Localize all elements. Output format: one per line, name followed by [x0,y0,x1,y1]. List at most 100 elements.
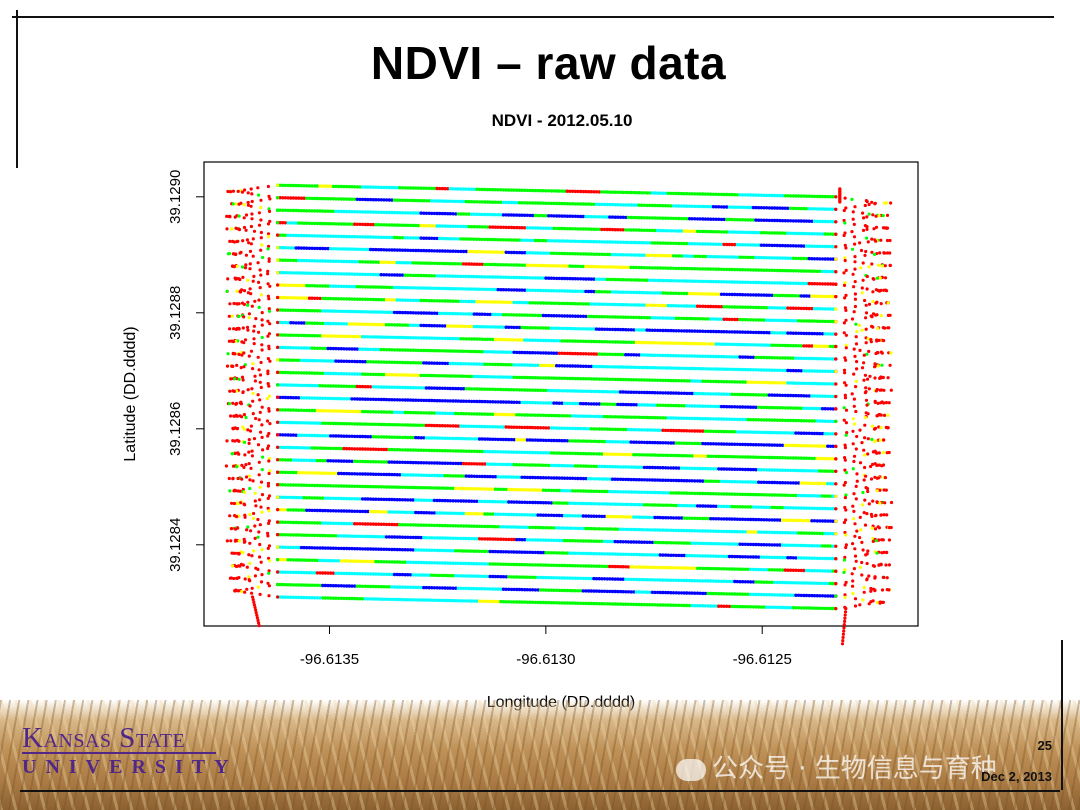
ndvi-point [762,193,766,197]
ndvi-point [353,197,357,201]
ndvi-point [544,239,548,243]
ndvi-point [618,203,623,207]
ndvi-point [315,184,320,188]
ndvi-point [294,233,298,238]
ndvi-point [480,200,484,204]
ndvi-point [687,204,692,208]
ndvi-point [568,239,572,243]
ndvi-point [501,225,506,229]
ndvi-point [709,229,713,234]
ndvi-point [804,219,809,223]
ndvi-point [459,212,463,216]
ndvi-point [786,231,790,235]
ndvi-point [698,229,702,234]
ndvi-point [600,202,604,207]
ndvi-point [353,222,357,226]
ndvi-point [517,213,522,217]
ndvi-point [350,235,354,239]
ndvi-point [504,200,508,205]
ndvi-point [820,232,825,236]
ndvi-point [461,212,466,216]
ndvi-point [376,235,381,239]
ndvi-point [815,232,819,236]
ndvi-point [350,222,354,226]
ndvi-point [693,229,697,233]
ndvi-point [281,233,285,237]
ndvi-point [645,203,649,208]
ndvi-point [379,198,383,202]
ndvi-point [714,192,718,196]
ndvi-point [831,207,835,211]
ndvi-point [517,201,522,205]
ndvi-point [443,199,447,203]
ndvi-point [706,217,710,221]
ndvi-point [549,189,554,193]
ndvi-point [621,215,625,219]
ndvi-point [297,196,301,200]
ndvi-point [387,210,391,215]
ndvi-point [469,212,474,216]
ndvi-point [499,200,503,204]
ndvi-point [610,227,615,232]
ndvi-point [645,216,649,220]
ndvi-point [435,211,439,216]
ndvi-point [416,211,421,215]
ndvi-point [427,236,431,240]
ndvi-point [358,222,362,226]
ndvi-point [350,197,354,201]
ndvi-point [810,207,814,211]
ndvi-point [584,239,588,244]
ndvi-point [687,192,692,196]
ndvi-point [719,217,724,222]
ndvi-point [650,216,655,220]
ndvi-point [818,219,822,224]
ndvi-point [440,199,445,203]
top-rule [12,16,1054,18]
ndvi-point [828,195,833,199]
ndvi-point [828,219,833,224]
ndvi-point [374,235,378,239]
ndvi-point [597,202,601,207]
ndvi-point [456,212,460,216]
ndvi-point [565,189,569,193]
ndvi-point [671,204,676,208]
ndvi-point [812,219,817,223]
ndvi-point [480,225,484,229]
ndvi-point [491,225,495,229]
ndvi-point [347,234,351,239]
ndvi-point [469,237,474,241]
ndvi-point [549,226,554,230]
ndvi-point [329,209,333,213]
ndvi-point [706,229,710,234]
ndvi-point [719,230,724,234]
ndvi-point [568,202,572,206]
ndvi-point [738,230,742,234]
ndvi-point [810,194,814,198]
ndvi-point [592,202,596,206]
ndvi-point [565,227,569,231]
ndvi-point [759,231,764,235]
ndvi-point [730,205,734,209]
ndvi-point [618,215,623,219]
ndvi-point [371,198,375,202]
ndvi-point [368,235,373,239]
ndvi-point [499,238,503,242]
ndvi-point [757,230,761,235]
ndvi-point [778,193,782,198]
ndvi-point [454,187,458,191]
ndvi-point [757,193,761,197]
ndvi-point [695,229,700,234]
ndvi-point [557,239,561,243]
ndvi-point [488,237,492,242]
ndvi-point [610,215,615,219]
ndvi-point [499,213,503,217]
ndvi-point [302,234,306,238]
ndvi-point [584,202,588,206]
ndvi-point [645,228,649,232]
ndvi-point [621,228,625,232]
ndvi-point [560,201,564,206]
ndvi-point [682,192,686,196]
ndvi-point [605,215,609,219]
ndvi-point [318,234,322,238]
ndvi-point [512,225,516,230]
